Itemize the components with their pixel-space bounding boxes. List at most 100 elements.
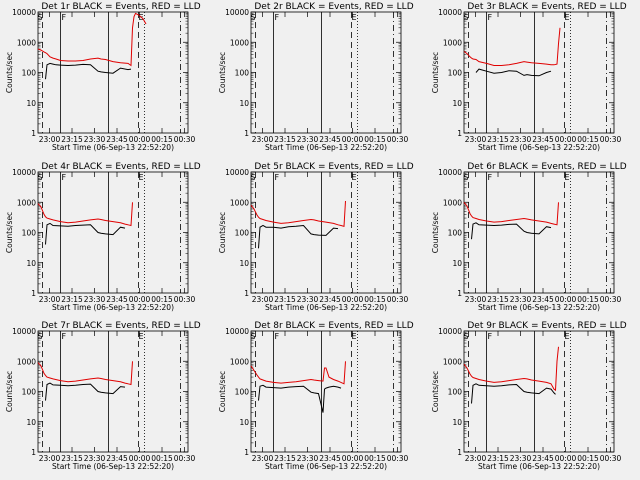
x-tick-label: 23:30 xyxy=(297,454,319,463)
x-tick-label: 23:45 xyxy=(106,454,128,463)
marker-label-f: F xyxy=(62,332,67,341)
events-series-line xyxy=(475,68,552,77)
y-tick-label: 1000 xyxy=(443,38,462,47)
y-axis-label: Counts/sec xyxy=(218,52,227,93)
y-tick-label: 10000 xyxy=(438,8,462,17)
panel-title: Det 2r BLACK = Events, RED = LLD xyxy=(254,2,413,12)
x-tick-label: 23:00 xyxy=(465,454,487,463)
events-series-line xyxy=(45,222,126,245)
y-tick-label: 10000 xyxy=(12,8,36,17)
x-tick-label: 23:45 xyxy=(106,295,128,304)
y-tick-label: 1 xyxy=(457,289,462,298)
panel-9: Det 9r BLACK = Events, RED = LLD 1 10 100 10… xyxy=(431,321,627,471)
x-tick-label: 23:45 xyxy=(319,454,341,463)
x-tick-label: 00:00 xyxy=(342,295,364,304)
y-axis-label: Counts/sec xyxy=(431,52,440,93)
y-tick-label: 1 xyxy=(457,129,462,138)
y-tick-label: 10 xyxy=(239,259,249,268)
panel-title: Det 6r BLACK = Events, RED = LLD xyxy=(467,162,626,172)
marker-label-s: S xyxy=(251,332,256,341)
y-tick-label: 10000 xyxy=(225,8,249,17)
marker-label-e: E xyxy=(565,173,570,182)
lld-series-line xyxy=(250,200,346,227)
y-tick-label: 10 xyxy=(26,99,36,108)
marker-label-s: S xyxy=(38,173,43,182)
y-tick-label: 1000 xyxy=(17,38,36,47)
x-tick-label: 23:00 xyxy=(39,454,61,463)
panel-7: Det 7r BLACK = Events, RED = LLD 1 10 100 10… xyxy=(5,321,201,471)
marker-label-s: S xyxy=(251,13,256,22)
y-tick-label: 1000 xyxy=(443,198,462,207)
lld-series-line xyxy=(37,361,133,386)
x-tick-label: 23:30 xyxy=(510,135,532,144)
x-tick-label: 00:00 xyxy=(129,295,151,304)
x-tick-label: 00:30 xyxy=(600,295,622,304)
x-tick-label: 23:30 xyxy=(84,454,106,463)
x-tick-label: 23:15 xyxy=(487,135,509,144)
x-tick-label: 23:30 xyxy=(84,135,106,144)
marker-label-s: S xyxy=(251,173,256,182)
y-tick-label: 1 xyxy=(244,289,249,298)
y-axis-label: Counts/sec xyxy=(5,52,14,93)
panel-5: Det 5r BLACK = Events, RED = LLD 1 10 100 10… xyxy=(218,162,414,312)
y-tick-label: 10 xyxy=(239,99,249,108)
events-series-line xyxy=(45,382,126,401)
panel-title: Det 8r BLACK = Events, RED = LLD xyxy=(254,321,413,331)
y-tick-label: 100 xyxy=(22,388,37,397)
x-tick-label: 23:45 xyxy=(532,295,554,304)
x-tick-label: 23:15 xyxy=(274,295,296,304)
x-tick-label: 23:15 xyxy=(61,135,83,144)
y-tick-label: 10000 xyxy=(438,168,462,177)
y-tick-label: 1000 xyxy=(17,198,36,207)
lld-series-line xyxy=(463,201,559,226)
marker-label-s: S xyxy=(464,332,469,341)
y-tick-label: 10 xyxy=(452,418,462,427)
x-axis-label: Start Time (06-Sep-13 22:52:20) xyxy=(52,303,174,312)
marker-label-s: S xyxy=(38,332,43,341)
y-tick-label: 100 xyxy=(22,69,37,78)
x-tick-label: 00:30 xyxy=(387,454,409,463)
y-axis-label: Counts/sec xyxy=(218,371,227,412)
x-axis-label: Start Time (06-Sep-13 22:52:20) xyxy=(265,462,387,471)
lld-series-line xyxy=(463,346,559,392)
panel-2: Det 2r BLACK = Events, RED = LLD 1 10 100 10… xyxy=(218,2,414,152)
marker-label-f: F xyxy=(62,13,67,22)
x-tick-label: 00:30 xyxy=(387,295,409,304)
x-tick-label: 00:00 xyxy=(129,454,151,463)
marker-label-e: E xyxy=(352,332,357,341)
y-axis-label: Counts/sec xyxy=(5,371,14,412)
x-axis-label: Start Time (06-Sep-13 22:52:20) xyxy=(478,303,600,312)
events-series-line xyxy=(471,383,556,404)
x-tick-label: 23:15 xyxy=(61,295,83,304)
x-tick-label: 23:45 xyxy=(319,135,341,144)
x-tick-label: 23:30 xyxy=(297,135,319,144)
x-tick-label: 00:00 xyxy=(555,295,577,304)
y-axis-label: Counts/sec xyxy=(431,212,440,253)
y-tick-label: 10 xyxy=(26,259,36,268)
y-tick-label: 100 xyxy=(448,229,463,238)
x-tick-label: 23:15 xyxy=(487,454,509,463)
marker-label-e: E xyxy=(565,332,570,341)
lld-series-line xyxy=(250,361,346,385)
lld-series-line xyxy=(37,202,133,227)
x-tick-label: 00:15 xyxy=(151,454,173,463)
y-tick-label: 1000 xyxy=(17,357,36,366)
x-tick-label: 23:00 xyxy=(39,295,61,304)
events-series-line xyxy=(258,224,339,249)
panel-title: Det 1r BLACK = Events, RED = LLD xyxy=(41,2,200,12)
y-axis-label: Counts/sec xyxy=(5,212,14,253)
panel-title: Det 4r BLACK = Events, RED = LLD xyxy=(41,162,200,172)
x-tick-label: 00:30 xyxy=(174,295,196,304)
marker-label-f: F xyxy=(62,173,67,182)
marker-label-f: F xyxy=(488,13,493,22)
x-tick-label: 00:15 xyxy=(364,135,386,144)
y-tick-label: 10 xyxy=(26,418,36,427)
x-tick-label: 00:00 xyxy=(342,135,364,144)
marker-label-e: E xyxy=(139,332,144,341)
panel-title: Det 7r BLACK = Events, RED = LLD xyxy=(41,321,200,331)
x-axis-label: Start Time (06-Sep-13 22:52:20) xyxy=(52,143,174,152)
y-tick-label: 1 xyxy=(31,448,36,457)
x-tick-label: 00:00 xyxy=(342,454,364,463)
y-tick-label: 100 xyxy=(448,69,463,78)
x-axis-label: Start Time (06-Sep-13 22:52:20) xyxy=(478,462,600,471)
